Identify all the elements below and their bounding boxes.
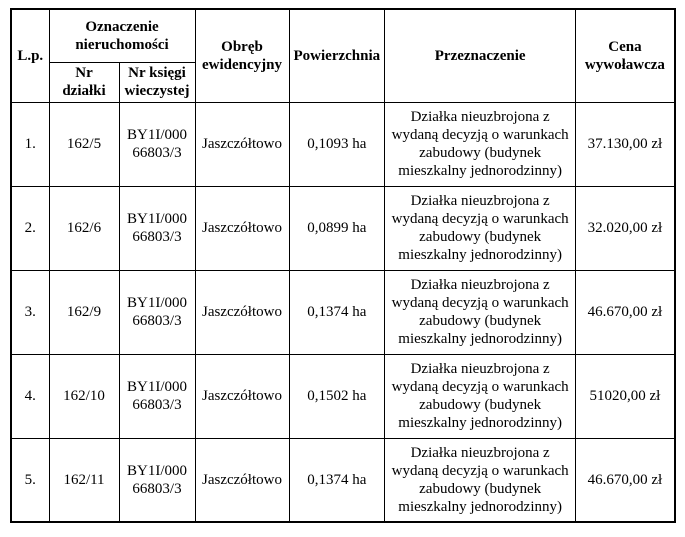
cell-powierzchnia: 0,1093 ha: [288, 101, 386, 187]
header-przeznaczenie: Przeznaczenie: [384, 8, 577, 103]
cell-przeznaczenie: Działka nieuzbrojona z wydaną decyzją o …: [384, 269, 577, 355]
cell-obreb: Jaszczółtowo: [194, 101, 290, 187]
cell-nr-ksiegi: BY1I/000 66803/3: [118, 269, 196, 355]
cell-powierzchnia: 0,1374 ha: [288, 269, 386, 355]
cell-obreb: Jaszczółtowo: [194, 269, 290, 355]
cell-nr-ksiegi: BY1I/000 66803/3: [118, 185, 196, 271]
table-row: 3. 162/9 BY1I/000 66803/3 Jaszczółtowo 0…: [10, 269, 676, 355]
cell-lp: 1.: [10, 101, 50, 187]
table-body: 1. 162/5 BY1I/000 66803/3 Jaszczółtowo 0…: [10, 101, 676, 523]
cell-cena: 46.670,00 zł: [575, 269, 676, 355]
cell-powierzchnia: 0,0899 ha: [288, 185, 386, 271]
table-row: 2. 162/6 BY1I/000 66803/3 Jaszczółtowo 0…: [10, 185, 676, 271]
cell-lp: 4.: [10, 353, 50, 439]
cell-nr-ksiegi: BY1I/000 66803/3: [118, 353, 196, 439]
cell-lp: 3.: [10, 269, 50, 355]
cell-lp: 2.: [10, 185, 50, 271]
header-row-top: L.p. Oznaczenie nieruchomości Obręb ewid…: [10, 8, 676, 103]
cell-nr-dzialki: 162/11: [48, 437, 120, 523]
cell-cena: 37.130,00 zł: [575, 101, 676, 187]
cell-cena: 46.670,00 zł: [575, 437, 676, 523]
cell-cena: 32.020,00 zł: [575, 185, 676, 271]
cell-nr-dzialki: 162/9: [48, 269, 120, 355]
header-row-sub: Nr działki Nr księgi wieczystej: [11, 61, 675, 103]
cell-cena: 51020,00 zł: [575, 353, 676, 439]
cell-obreb: Jaszczółtowo: [194, 185, 290, 271]
cell-przeznaczenie: Działka nieuzbrojona z wydaną decyzją o …: [384, 353, 577, 439]
cell-powierzchnia: 0,1502 ha: [288, 353, 386, 439]
table-row: 1. 162/5 BY1I/000 66803/3 Jaszczółtowo 0…: [10, 101, 676, 187]
table-row: 4. 162/10 BY1I/000 66803/3 Jaszczółtowo …: [10, 353, 676, 439]
cell-nr-dzialki: 162/6: [48, 185, 120, 271]
cell-nr-dzialki: 162/5: [48, 101, 120, 187]
header-nr-dzialki: Nr działki: [48, 61, 120, 103]
cell-przeznaczenie: Działka nieuzbrojona z wydaną decyzją o …: [384, 185, 577, 271]
cell-obreb: Jaszczółtowo: [194, 437, 290, 523]
header-powierzchnia: Powierzchnia: [288, 8, 386, 103]
header-obreb-ewidencyjny: Obręb ewidencyjny: [194, 8, 290, 103]
header-oznaczenie-nieruchomosci: Oznaczenie nieruchomości: [48, 8, 196, 63]
table-header: L.p. Oznaczenie nieruchomości Obręb ewid…: [10, 8, 676, 103]
table-row: 5. 162/11 BY1I/000 66803/3 Jaszczółtowo …: [10, 437, 676, 523]
cell-nr-ksiegi: BY1I/000 66803/3: [118, 101, 196, 187]
cell-obreb: Jaszczółtowo: [194, 353, 290, 439]
cell-lp: 5.: [10, 437, 50, 523]
cell-przeznaczenie: Działka nieuzbrojona z wydaną decyzją o …: [384, 101, 577, 187]
cell-przeznaczenie: Działka nieuzbrojona z wydaną decyzją o …: [384, 437, 577, 523]
header-cena-wywolawcza: Cena wywoławcza: [575, 8, 676, 103]
cell-powierzchnia: 0,1374 ha: [288, 437, 386, 523]
header-lp: L.p.: [10, 8, 50, 103]
cell-nr-dzialki: 162/10: [48, 353, 120, 439]
cell-nr-ksiegi: BY1I/000 66803/3: [118, 437, 196, 523]
header-nr-ksiegi-wieczystej: Nr księgi wieczystej: [118, 61, 196, 103]
auction-table: L.p. Oznaczenie nieruchomości Obręb ewid…: [10, 8, 676, 523]
